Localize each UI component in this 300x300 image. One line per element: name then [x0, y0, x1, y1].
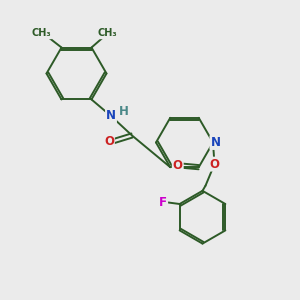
Text: F: F: [159, 196, 167, 209]
Text: O: O: [104, 135, 114, 148]
Text: O: O: [173, 159, 183, 172]
Text: N: N: [106, 110, 116, 122]
Text: H: H: [119, 105, 128, 118]
Text: CH₃: CH₃: [32, 28, 51, 38]
Text: O: O: [209, 158, 220, 171]
Text: N: N: [210, 136, 220, 149]
Text: CH₃: CH₃: [97, 28, 117, 38]
